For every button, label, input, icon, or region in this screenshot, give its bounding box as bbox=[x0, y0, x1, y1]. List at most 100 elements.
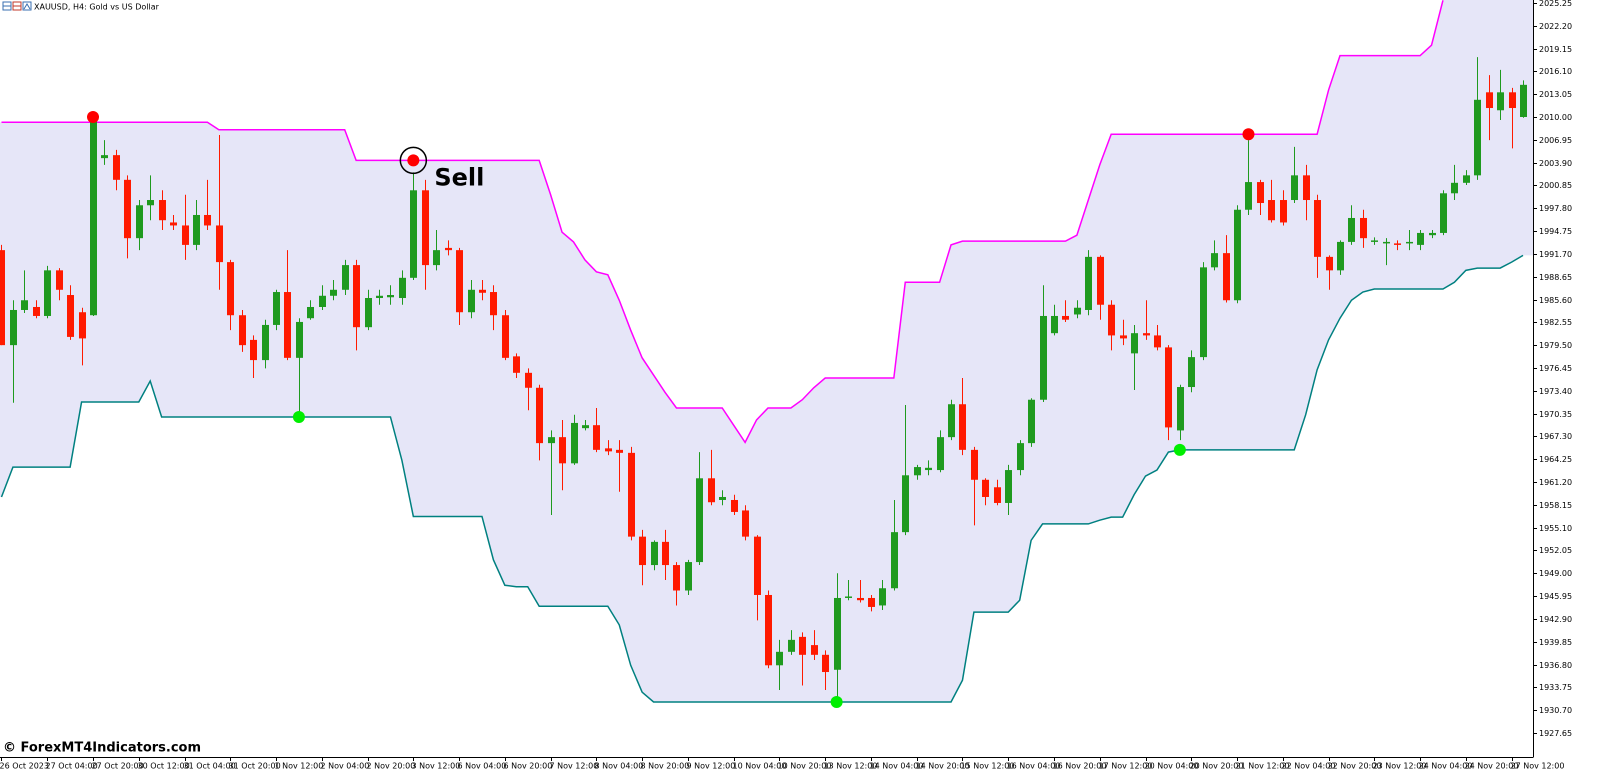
candle-body bbox=[845, 596, 852, 598]
candle-body bbox=[982, 479, 989, 497]
candle-body bbox=[1028, 399, 1035, 444]
candle-body bbox=[959, 404, 966, 450]
candle-body bbox=[1406, 241, 1413, 244]
candle-body bbox=[628, 452, 635, 537]
candle-body bbox=[170, 222, 177, 226]
candle-body bbox=[1337, 241, 1344, 271]
candle-body bbox=[342, 265, 349, 290]
signal-dot bbox=[1173, 443, 1186, 456]
icon bbox=[23, 3, 31, 10]
candle-body bbox=[1074, 307, 1081, 315]
candle-body bbox=[971, 449, 978, 480]
y-tick-label: 2003.90 bbox=[1539, 159, 1572, 168]
candle-body bbox=[948, 404, 955, 438]
candle-body bbox=[113, 155, 120, 180]
candle-body bbox=[857, 597, 864, 601]
candle-body bbox=[1394, 243, 1401, 245]
candle-body bbox=[250, 339, 257, 361]
candle-body bbox=[1520, 84, 1527, 117]
candle-body bbox=[765, 594, 772, 666]
candle-body bbox=[433, 250, 440, 266]
candle-body bbox=[1234, 209, 1241, 301]
overlay: Sell bbox=[87, 110, 1255, 708]
x-tick-label: 8 Nov 20:00 bbox=[641, 762, 690, 771]
candle-body bbox=[136, 205, 143, 239]
candle-body bbox=[811, 645, 818, 655]
candle-body bbox=[1417, 232, 1424, 245]
candle-body bbox=[33, 306, 40, 316]
x-tick-label: 6 Nov 20:00 bbox=[504, 762, 553, 771]
candle-body bbox=[1383, 241, 1390, 244]
candle-body bbox=[799, 636, 806, 655]
y-tick-label: 1939.85 bbox=[1539, 638, 1572, 647]
candle-body bbox=[685, 562, 692, 591]
x-tick-label: 31 Oct 04:00 bbox=[184, 762, 236, 771]
candle-body bbox=[445, 247, 452, 251]
candle-body bbox=[410, 190, 417, 278]
candle-body bbox=[90, 119, 97, 316]
candle-body bbox=[21, 300, 28, 310]
x-tick-label: 9 Nov 12:00 bbox=[687, 762, 736, 771]
signal-dot bbox=[292, 410, 305, 423]
toolbar-icons bbox=[2, 1, 32, 11]
candle-body bbox=[262, 324, 269, 361]
chart-title: XAUUSD, H4: Gold vs US Dollar bbox=[34, 3, 160, 12]
candle-body bbox=[731, 499, 738, 512]
candle-body bbox=[696, 478, 703, 563]
candle-body bbox=[502, 315, 509, 358]
y-tick-label: 1985.60 bbox=[1539, 296, 1572, 305]
x-tick-label: 16 Nov 20:00 bbox=[1053, 762, 1107, 771]
y-tick-label: 1964.25 bbox=[1539, 455, 1572, 464]
candle-body bbox=[319, 295, 326, 307]
candle-body bbox=[273, 292, 280, 325]
candle-body bbox=[1440, 193, 1447, 233]
candle-body bbox=[868, 597, 875, 607]
candle-body bbox=[193, 214, 200, 245]
candle-body bbox=[479, 289, 486, 293]
candle-body bbox=[387, 295, 394, 298]
x-tick-label: 3 Nov 12:00 bbox=[412, 762, 461, 771]
candle-body bbox=[0, 250, 5, 346]
candle-body bbox=[536, 387, 543, 444]
candle-body bbox=[891, 532, 898, 589]
y-tick-label: 1927.65 bbox=[1539, 729, 1572, 738]
candle-body bbox=[1268, 200, 1275, 221]
candle-body bbox=[1497, 92, 1504, 111]
candle-body bbox=[204, 214, 211, 226]
x-tick-label: 10 Nov 20:00 bbox=[778, 762, 832, 771]
plot-area bbox=[0, 0, 1533, 703]
candle-body bbox=[1200, 267, 1207, 358]
candle-body bbox=[1097, 256, 1104, 305]
candle-body bbox=[1257, 182, 1264, 204]
candle-body bbox=[56, 270, 63, 290]
x-tick-label: 15 Nov 12:00 bbox=[961, 762, 1015, 771]
x-tick-label: 10 Nov 04:00 bbox=[733, 762, 787, 771]
candle-body bbox=[593, 425, 600, 450]
x-tick-label: 24 Nov 04:00 bbox=[1419, 762, 1473, 771]
candle-body bbox=[673, 565, 680, 591]
y-tick-label: 1952.05 bbox=[1539, 546, 1572, 555]
x-tick-label: 27 Oct 20:00 bbox=[92, 762, 144, 771]
y-tick-label: 2000.85 bbox=[1539, 181, 1572, 190]
candle-body bbox=[376, 295, 383, 299]
candle-body bbox=[1062, 315, 1069, 320]
x-tick-label: 20 Nov 04:00 bbox=[1145, 762, 1199, 771]
candle-body bbox=[1120, 335, 1127, 339]
candle-body bbox=[834, 597, 841, 670]
candle-body bbox=[216, 225, 223, 263]
candle-body bbox=[1509, 92, 1516, 109]
x-tick-label: 6 Nov 04:00 bbox=[458, 762, 507, 771]
candle-body bbox=[365, 298, 372, 328]
candle-body bbox=[1429, 232, 1436, 236]
candle-body bbox=[571, 422, 578, 464]
x-tick-label: 21 Nov 12:00 bbox=[1236, 762, 1290, 771]
candle-body bbox=[227, 262, 234, 316]
y-tick-label: 1967.30 bbox=[1539, 432, 1572, 441]
y-tick-label: 1976.45 bbox=[1539, 364, 1572, 373]
candle-body bbox=[296, 321, 303, 358]
candle-body bbox=[330, 289, 337, 296]
y-tick-label: 2006.95 bbox=[1539, 136, 1572, 145]
candle-body bbox=[662, 541, 669, 566]
